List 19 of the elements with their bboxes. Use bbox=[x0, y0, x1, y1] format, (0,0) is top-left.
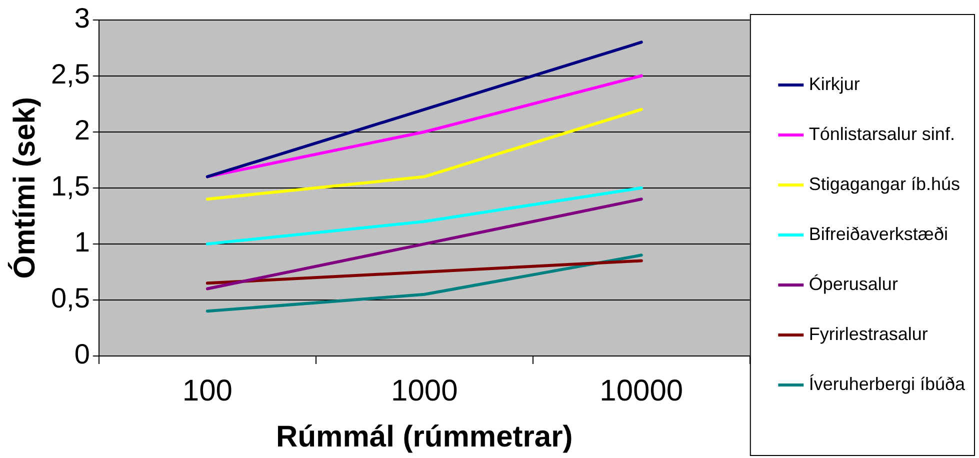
legend-label: Tónlistarsalur sinf. bbox=[808, 124, 955, 144]
x-axis-title: Rúmmál (rúmmetrar) bbox=[276, 420, 573, 454]
legend-label: Bifreiðaverkstæði bbox=[808, 224, 948, 244]
y-tick-label: 1,5 bbox=[50, 170, 90, 202]
x-tick-label: 10000 bbox=[600, 374, 684, 408]
x-tick-label: 100 bbox=[182, 374, 232, 408]
legend-label: Fyrirlestrasalur bbox=[808, 324, 928, 344]
y-tick-label: 2,5 bbox=[50, 58, 90, 90]
y-tick-label: 0,5 bbox=[50, 282, 90, 314]
y-tick-label: 2 bbox=[74, 114, 90, 146]
legend-label: Kirkjur bbox=[808, 74, 860, 94]
y-axis-title: Ómtími (sek) bbox=[7, 97, 42, 279]
y-tick-label: 3 bbox=[74, 2, 90, 34]
y-tick-label: 1 bbox=[74, 226, 90, 258]
legend-label: Íveruherbergi íbúða bbox=[808, 374, 966, 394]
x-tick-label: 1000 bbox=[391, 374, 458, 408]
legend-label: Stigagangar íb.hús bbox=[808, 174, 960, 194]
legend-label: Óperusalur bbox=[808, 274, 898, 294]
y-tick-label: 0 bbox=[74, 338, 90, 370]
